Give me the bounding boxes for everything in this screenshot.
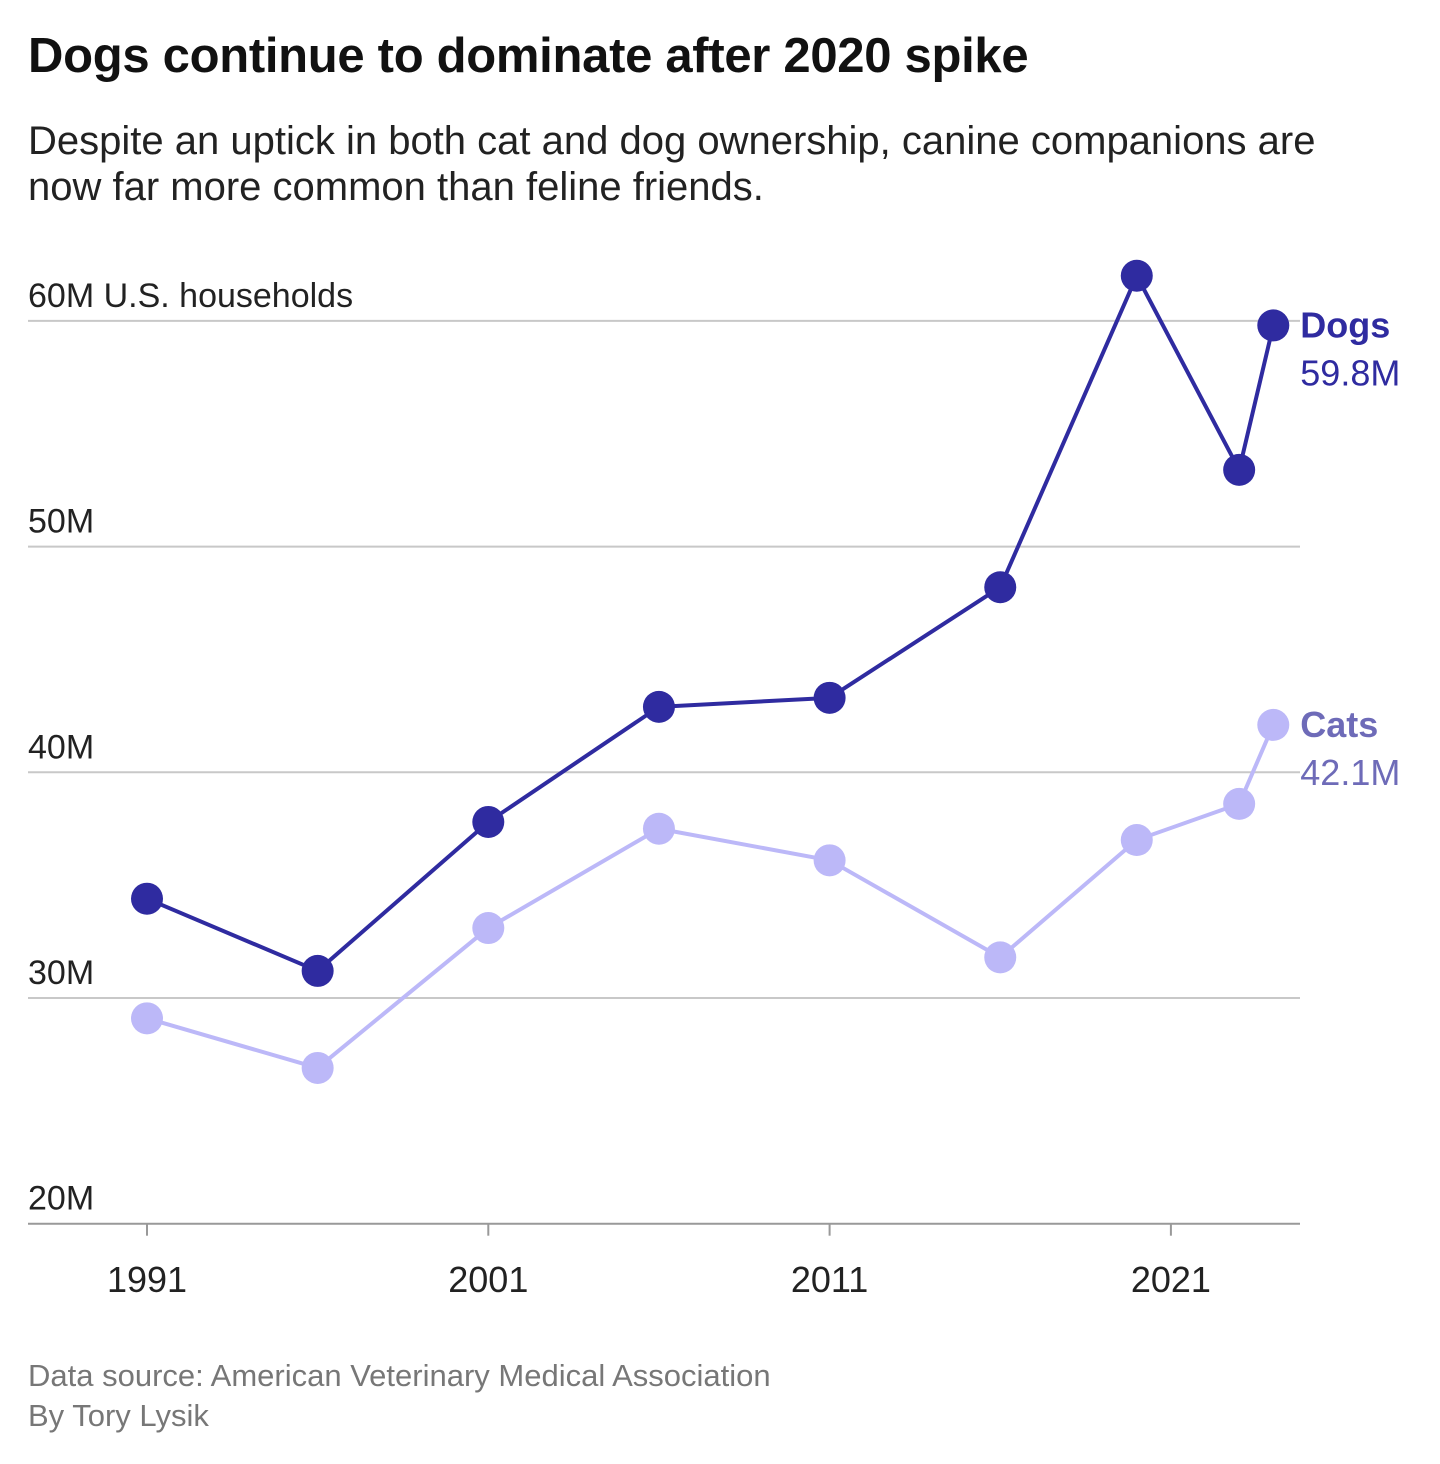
data-point [642,812,675,845]
series-value-label: 59.8M [1300,352,1400,393]
data-point [1120,259,1153,292]
data-point [1120,824,1153,857]
data-point [642,690,675,723]
data-point [301,1051,334,1084]
data-point [984,571,1017,604]
data-point [472,805,505,838]
y-tick-label: 30M [28,954,94,992]
data-point [1257,708,1290,741]
series-layer: Cats 42.1M Dogs 59.8M [131,259,1400,1084]
data-point [131,1002,163,1035]
data-point [813,844,846,877]
series-value-label: 42.1M [1300,752,1400,793]
series-dogs: Dogs 59.8M [131,259,1400,987]
data-point [1223,787,1256,820]
x-tick-label: 2001 [448,1259,528,1300]
series-name-label: Dogs [1300,304,1390,345]
data-point [1223,453,1256,486]
series-line [146,724,1276,1070]
data-point [131,882,163,915]
data-point [1257,309,1290,342]
byline: By Tory Lysik [28,1398,209,1433]
data-point [984,941,1017,974]
data-source: Data source: American Veterinary Medical… [28,1358,771,1393]
x-tick-label: 2011 [791,1259,868,1300]
data-point [301,954,334,987]
y-tick-label: 20M [28,1180,94,1218]
chart-title: Dogs continue to dominate after 2020 spi… [28,29,1029,83]
series-cats: Cats 42.1M [131,704,1400,1084]
data-point [813,681,846,714]
series-name-label: Cats [1300,704,1378,745]
x-axis: 1991 2001 2011 2021 [107,1223,1211,1300]
y-tick-label: 60M U.S. households [28,277,353,315]
chart-subtitle: Despite an uptick in both cat and dog ow… [28,119,1316,209]
y-tick-label: 40M [28,728,94,766]
data-point [472,912,505,945]
x-tick-label: 2021 [1131,1259,1211,1300]
y-tick-label: 50M [28,503,94,541]
gridlines: 20M 30M 40M 50M 60M U.S. households [28,277,1300,1225]
x-tick-label: 1991 [107,1259,187,1300]
